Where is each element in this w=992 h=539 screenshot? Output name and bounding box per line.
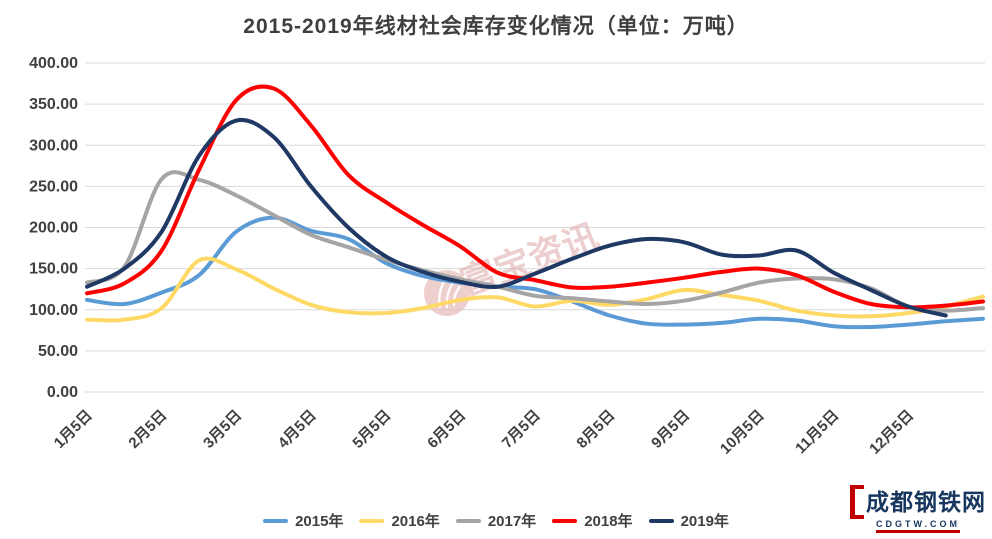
legend-label: 2017年 [487, 513, 537, 530]
x-tick-label: 5月5日 [349, 407, 394, 452]
legend-swatch-icon [552, 518, 578, 523]
legend-item-2016年: 2016年 [359, 510, 440, 531]
y-tick-label: 350.00 [29, 96, 78, 113]
legend-label: 2015年 [295, 513, 344, 530]
y-tick-label: 400.00 [29, 55, 78, 72]
gridlines [85, 62, 985, 393]
series-line-2015年 [85, 215, 985, 330]
series-line-2017年 [85, 170, 985, 313]
site-logo-url: CDGTW.COM [876, 520, 960, 533]
x-tick-label: 11月5日 [792, 407, 842, 457]
red-bracket-icon [850, 485, 864, 519]
legend-label: 2018年 [584, 513, 633, 530]
y-tick-label: 50.00 [38, 343, 78, 360]
legend-item-2017年: 2017年 [455, 510, 537, 531]
series-line-2016年 [85, 256, 985, 323]
legend-swatch-icon [359, 518, 385, 523]
x-tick-label: 10月5日 [717, 407, 768, 458]
legend-item-2019年: 2019年 [648, 510, 729, 531]
x-tick-label: 3月5日 [200, 407, 245, 452]
y-tick-label: 0.00 [47, 384, 78, 401]
y-tick-label: 250.00 [29, 178, 78, 195]
y-tick-label: 100.00 [29, 302, 78, 319]
y-axis-tick-labels: 0.00 50.00 100.00 150.00 200.00 250.00 300.00 3… [29, 55, 78, 401]
legend-swatch-icon [263, 518, 289, 523]
legend-swatch-icon [455, 518, 481, 523]
chart-legend: 2015年 2016年 2017年 2018年 2019年 [0, 510, 992, 531]
legend-label: 2019年 [680, 513, 729, 530]
x-tick-label: 2月5日 [125, 407, 170, 452]
chart-title: 2015-2019年线材社会库存变化情况（单位：万吨） [243, 15, 749, 38]
y-tick-label: 150.00 [29, 261, 78, 278]
x-axis-tick-labels: 1月5日 2月5日 3月5日 4月5日 5月5日 6月5日 7月5日 8月5日 9月5日 10月5… [51, 407, 917, 458]
x-tick-label: 7月5日 [499, 407, 544, 452]
series-line-2018年 [85, 84, 985, 310]
y-tick-label: 200.00 [29, 220, 78, 237]
series-line-2019年 [85, 117, 948, 318]
legend-swatch-icon [648, 518, 674, 523]
y-tick-label: 300.00 [29, 137, 78, 154]
site-logo-row: 成都钢铁网 [850, 485, 986, 519]
x-tick-label: 12月5日 [866, 407, 917, 458]
x-tick-label: 6月5日 [424, 407, 469, 452]
legend-label: 2016年 [391, 513, 440, 530]
legend-item-2018年: 2018年 [552, 510, 633, 531]
series-lines [85, 84, 985, 330]
legend-item-2015年: 2015年 [263, 510, 343, 531]
x-tick-label: 4月5日 [275, 407, 320, 452]
x-tick-label: 1月5日 [51, 407, 96, 452]
x-tick-label: 8月5日 [573, 407, 618, 452]
site-logo: 成都钢铁网 CDGTW.COM [850, 485, 986, 533]
x-tick-label: 9月5日 [648, 407, 693, 452]
site-logo-text: 成都钢铁网 [866, 488, 986, 515]
